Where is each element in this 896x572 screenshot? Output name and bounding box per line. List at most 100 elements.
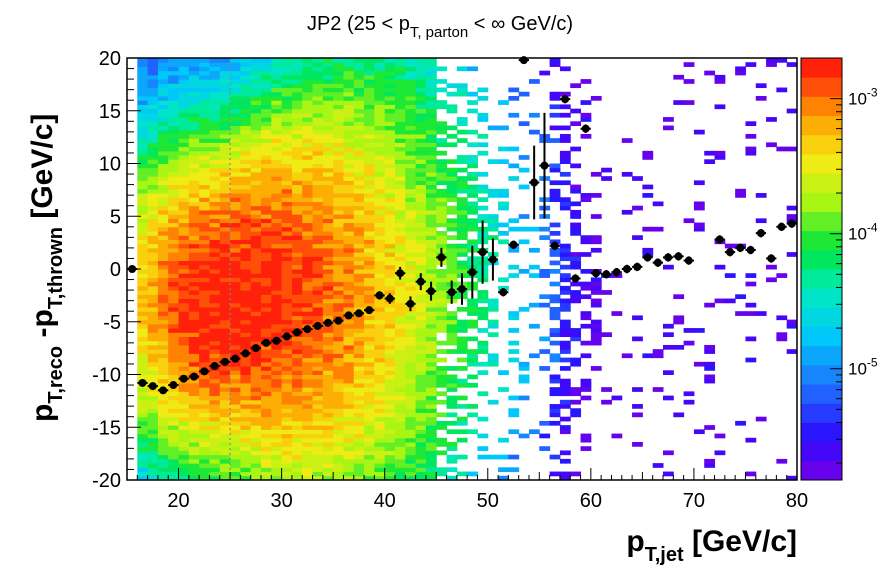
heatmap-cell: [147, 104, 159, 110]
heatmap-cell: [157, 167, 169, 173]
heatmap-cell: [456, 357, 468, 363]
heatmap-cell: [137, 155, 149, 160]
heatmap-cell: [188, 408, 200, 413]
heatmap-cell: [157, 328, 169, 333]
heatmap-cell: [199, 349, 210, 354]
heatmap-cell: [395, 95, 406, 101]
heatmap-cell: [250, 176, 262, 181]
heatmap-cell: [291, 112, 303, 118]
heatmap-cell: [405, 104, 417, 110]
heatmap-cell: [261, 412, 272, 418]
heatmap-cell: [755, 193, 767, 198]
heatmap-cell: [137, 273, 149, 278]
heatmap-cell: [559, 66, 571, 72]
heatmap-cell: [188, 104, 200, 110]
heatmap-cell: [632, 387, 643, 392]
heatmap-cell: [467, 382, 478, 388]
heatmap-cell: [157, 408, 169, 413]
heatmap-cell: [364, 95, 375, 101]
heatmap-cell: [137, 344, 149, 350]
heatmap-cell: [312, 121, 324, 127]
heatmap-cell: [219, 222, 231, 228]
heatmap-cell: [384, 471, 396, 477]
heatmap-cell: [178, 83, 190, 89]
heatmap-cell: [405, 112, 417, 118]
heatmap-cell: [425, 117, 437, 122]
heatmap-cell: [663, 344, 674, 350]
heatmap-cell: [395, 79, 406, 84]
heatmap-cell: [240, 311, 252, 316]
heatmap-cell: [230, 112, 241, 118]
heatmap-cell: [436, 104, 448, 110]
heatmap-cell: [240, 454, 252, 460]
heatmap-cell: [199, 433, 210, 439]
heatmap-cell: [322, 395, 334, 401]
heatmap-cell: [147, 83, 159, 89]
heatmap-cell: [157, 138, 169, 143]
heatmap-cell: [168, 218, 180, 224]
heatmap-cell: [281, 458, 293, 464]
heatmap-cell: [199, 74, 210, 80]
heatmap-cell: [209, 458, 221, 464]
heatmap-cell: [291, 420, 303, 426]
heatmap-cell: [425, 399, 437, 405]
heatmap-cell: [240, 218, 252, 224]
heatmap-cell: [384, 243, 396, 249]
heatmap-cell: [137, 366, 149, 371]
heatmap-cell: [302, 471, 314, 477]
heatmap-cell: [425, 404, 437, 409]
heatmap-cell: [188, 184, 200, 190]
heatmap-cell: [302, 387, 314, 392]
heatmap-cell: [415, 222, 427, 228]
heatmap-cell: [281, 260, 293, 266]
heatmap-cell: [559, 104, 571, 110]
heatmap-cell: [425, 121, 437, 127]
heatmap-cell: [673, 344, 685, 350]
heatmap-cell: [271, 408, 283, 413]
heatmap-cell: [209, 370, 221, 375]
heatmap-cell: [405, 188, 417, 194]
heatmap-cell: [209, 416, 221, 422]
heatmap-cell: [250, 374, 262, 380]
heatmap-cell: [364, 412, 375, 418]
heatmap-cell: [683, 340, 695, 346]
heatmap-cell: [302, 290, 314, 295]
heatmap-cell: [312, 387, 324, 392]
heatmap-cell: [250, 408, 262, 413]
heatmap-cell: [147, 87, 159, 93]
heatmap-cell: [219, 319, 231, 325]
heatmap-cell: [353, 391, 365, 397]
heatmap-cell: [333, 235, 344, 240]
heatmap-cell: [209, 264, 221, 270]
heatmap-cell: [312, 336, 324, 342]
heatmap-cell: [322, 104, 334, 110]
heatmap-cell: [147, 142, 159, 148]
heatmap-cell: [570, 298, 582, 304]
heatmap-cell: [250, 277, 262, 283]
heatmap-cell: [147, 294, 159, 300]
heatmap-cell: [632, 442, 643, 447]
heatmap-cell: [312, 328, 324, 333]
heatmap-cell: [374, 361, 386, 367]
heatmap-cell: [281, 129, 293, 135]
heatmap-cell: [333, 218, 344, 224]
heatmap-cell: [446, 442, 458, 447]
heatmap-cell: [230, 193, 241, 198]
heatmap-cell: [364, 340, 375, 346]
heatmap-cell: [353, 150, 365, 156]
heatmap-cell: [384, 133, 396, 139]
heatmap-cell: [209, 285, 221, 291]
heatmap-cell: [291, 222, 303, 228]
heatmap-cell: [353, 446, 365, 451]
heatmap-cell: [467, 336, 478, 342]
heatmap-cell: [209, 163, 221, 169]
heatmap-cell: [425, 197, 437, 202]
heatmap-cell: [302, 344, 314, 350]
heatmap-cell: [188, 239, 200, 245]
heatmap-cell: [384, 437, 396, 443]
heatmap-cell: [539, 269, 551, 274]
heatmap-cell: [281, 311, 293, 316]
heatmap-cell: [157, 108, 169, 114]
heatmap-cell: [580, 446, 592, 451]
profile-point: [787, 219, 796, 228]
